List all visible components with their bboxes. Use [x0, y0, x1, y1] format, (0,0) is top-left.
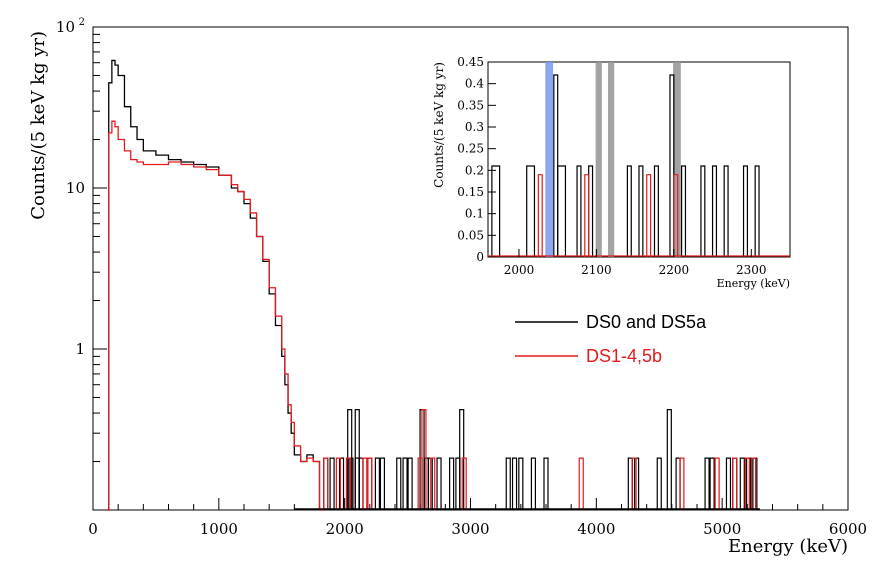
series-spike — [739, 457, 745, 510]
inset-bin — [680, 165, 687, 257]
inset-y-tick-label: 0.1 — [465, 207, 484, 221]
series-spike — [656, 457, 662, 510]
inset-bin — [754, 165, 760, 257]
inset-bin — [711, 165, 718, 257]
series-spike — [335, 457, 341, 510]
series-spike — [751, 457, 757, 510]
inset-x-tick-label: 2300 — [736, 263, 767, 277]
series-red-line — [105, 120, 323, 511]
inset-x-tick-label: 2100 — [581, 263, 612, 277]
inset-bin — [537, 174, 543, 257]
series-spike — [511, 457, 518, 510]
inset-y-tick-label: 0.45 — [457, 55, 484, 69]
y-tick-label: 10 — [56, 18, 75, 36]
series-spike — [725, 457, 732, 510]
series-spike — [407, 457, 413, 510]
series-spike — [578, 457, 584, 510]
series-spike — [374, 457, 380, 510]
inset-bin — [742, 165, 749, 257]
series-spike — [461, 457, 467, 510]
x-tick-label: 4000 — [577, 520, 615, 538]
inset-bin — [723, 165, 729, 257]
series-spike — [362, 457, 368, 510]
inset-plot: 2000 2100 2200 2300 0 0.05 0.1 0.15 0.2 0.25 0.3 0.… — [432, 55, 791, 290]
inset-region-band — [673, 62, 681, 257]
y-tick-label: 1 — [75, 340, 85, 358]
series-spike — [323, 457, 329, 510]
series-spike — [379, 457, 386, 510]
inset-y-tick-label: 0.2 — [465, 163, 484, 177]
inset-bin — [673, 174, 679, 257]
series-spike — [631, 457, 637, 510]
inset-y-tick-label: 0 — [476, 250, 484, 264]
x-tick-label: 3000 — [451, 520, 489, 538]
series-spike — [436, 457, 442, 510]
inset-region-band — [608, 62, 615, 257]
inset-y-tick-label: 0.15 — [457, 185, 484, 199]
series-spike — [714, 457, 720, 510]
inset-x-tick-label: 2200 — [659, 263, 690, 277]
inset-y-axis-label: Counts/(5 keV kg yr) — [432, 62, 446, 188]
y-tick-label: 10 — [66, 179, 85, 197]
inset-y-tick-label: 0.35 — [457, 98, 484, 112]
inset-y-tick-label: 0.3 — [465, 120, 484, 134]
series-spike — [396, 457, 402, 510]
series-spike — [744, 457, 750, 510]
x-tick-label: 0 — [88, 520, 98, 538]
inset-bin — [576, 165, 582, 257]
series-spike — [354, 409, 360, 510]
legend-label: DS0 and DS5a — [586, 312, 707, 332]
series-spike — [530, 457, 537, 510]
inset-bin — [669, 74, 675, 257]
series-spike — [402, 457, 408, 510]
inset-y-tick-label: 0.25 — [457, 142, 484, 156]
series-spike — [543, 457, 549, 510]
inset-x-axis-label: Energy (keV) — [717, 277, 790, 290]
inset-y-tick-label: 0.05 — [457, 228, 484, 242]
series-spike — [421, 409, 427, 510]
series-spike — [345, 457, 352, 510]
x-tick-label: 2000 — [326, 520, 364, 538]
series-spike — [709, 457, 715, 510]
series-spike — [704, 457, 710, 510]
legend: DS0 and DS5a DS1-4,5b — [515, 312, 707, 366]
series-spike — [347, 409, 353, 510]
inset-bin — [638, 165, 644, 257]
x-tick-label: 1000 — [200, 520, 238, 538]
series-spike — [679, 457, 685, 510]
inset-region-band — [595, 62, 602, 257]
x-tick-label: 6000 — [829, 520, 867, 538]
series-spike — [367, 457, 373, 510]
series-spike — [518, 457, 524, 510]
inset-bin — [646, 174, 652, 257]
inset-bin — [700, 165, 706, 257]
inset-bin — [557, 165, 567, 257]
inset-y-tick-label: 0.4 — [465, 77, 484, 91]
series-spike — [505, 457, 511, 510]
inset-bin — [653, 165, 659, 257]
series-spike — [666, 409, 672, 510]
x-axis-label: Energy (keV) — [728, 536, 848, 557]
series-spike — [338, 457, 345, 510]
inset-bin — [584, 174, 590, 257]
inset-bin — [626, 165, 632, 257]
series-spike — [329, 457, 335, 510]
series-spike — [449, 457, 455, 510]
y-tick-exponent: 2 — [79, 17, 85, 28]
series-spike — [732, 457, 738, 510]
legend-label: DS1-4,5b — [586, 346, 662, 366]
series-spike — [430, 457, 436, 510]
inset-x-tick-label: 2000 — [504, 263, 535, 277]
inset-bin — [491, 165, 501, 257]
x-tick-label: 5000 — [703, 520, 741, 538]
inset-region-band — [545, 62, 554, 257]
main-plot: 0 1000 2000 3000 4000 5000 6000 1 10 10 2 Energy (k… — [28, 17, 867, 557]
inset-bin — [526, 165, 536, 257]
y-axis-label: Counts/(5 keV kg yr) — [28, 31, 49, 220]
series-spike — [459, 409, 465, 510]
